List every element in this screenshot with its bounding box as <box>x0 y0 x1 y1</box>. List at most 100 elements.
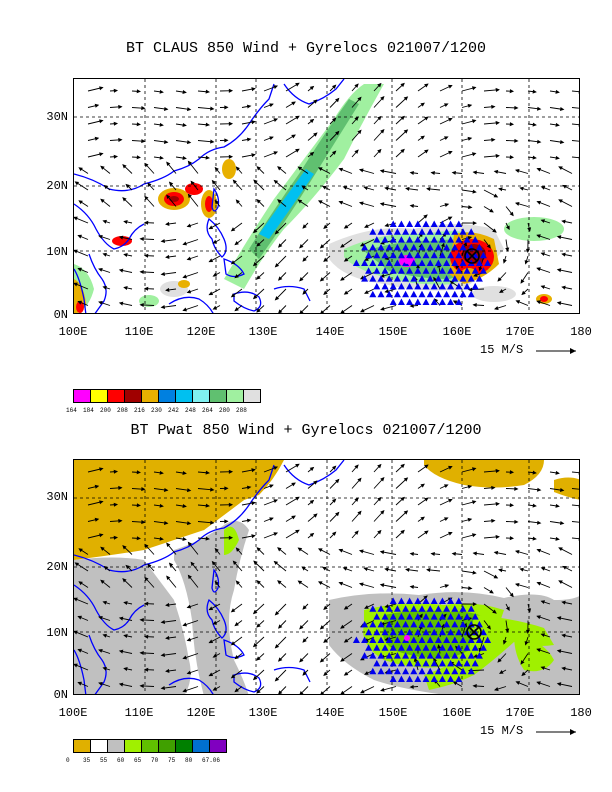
wind-arrowhead <box>136 122 142 127</box>
wind-arrowhead <box>514 486 519 491</box>
wind-arrowhead <box>256 580 261 585</box>
gyre-triangle <box>443 275 451 282</box>
wind-arrowhead <box>448 84 453 89</box>
gyre-triangle <box>451 290 459 298</box>
wind-arrowhead <box>467 236 473 240</box>
gyre-triangle <box>402 290 410 298</box>
wind-arrowhead <box>182 274 187 279</box>
wind-arrowhead <box>318 200 323 205</box>
wind-arrowhead <box>230 260 236 265</box>
wind-arrowhead <box>471 119 477 124</box>
wind-arrowhead <box>232 179 237 185</box>
wind-arrowhead <box>269 517 274 522</box>
legend-label: 280 <box>219 407 230 414</box>
gyre-triangle <box>389 251 397 259</box>
wind-arrowhead <box>113 469 119 474</box>
wind-arrowhead <box>468 586 473 591</box>
wind-arrowhead <box>295 496 300 501</box>
wind-arrowhead <box>524 641 529 646</box>
wind-arrowhead <box>536 167 542 172</box>
gyre-triangle <box>467 667 475 675</box>
wind-arrowhead <box>451 170 456 175</box>
wind-arrowhead <box>400 115 405 121</box>
wind-arrowhead <box>403 510 409 515</box>
wind-arrowhead <box>540 285 546 290</box>
gyre-triangle <box>422 220 430 227</box>
wind-arrowhead <box>186 521 192 526</box>
wind-arrowhead <box>205 536 211 541</box>
wind-arrowhead <box>430 551 435 556</box>
wind-arrowhead <box>540 600 546 605</box>
wind-arrowhead <box>471 86 477 91</box>
wind-arrowhead <box>540 219 546 224</box>
gyre-triangle <box>434 275 442 282</box>
gyre-triangle <box>463 659 471 667</box>
wind-arrowhead <box>423 214 428 219</box>
gyre-triangle <box>377 275 385 282</box>
wind-arrowhead <box>514 519 519 524</box>
gyre-triangle <box>381 282 389 290</box>
gyre-triangle <box>385 243 393 251</box>
wind-arrowhead <box>409 551 414 556</box>
wind-arrowhead <box>214 166 219 172</box>
wind-arrowhead <box>509 536 515 541</box>
gyre-triangle <box>397 236 405 243</box>
gyre-triangle <box>393 259 401 266</box>
gyre-triangle <box>455 267 463 274</box>
wind-arrowhead <box>77 648 82 653</box>
gyre-triangle <box>361 259 369 266</box>
gyre-triangle <box>430 298 438 305</box>
wind-arrowhead <box>555 122 560 127</box>
wind-arrowhead <box>98 615 103 620</box>
wind-arrowhead <box>364 224 369 228</box>
legend-label: 60 <box>117 757 125 764</box>
wind-arrowhead <box>471 467 477 472</box>
wind-arrowhead <box>342 566 348 571</box>
gyre-triangle <box>389 282 397 290</box>
wind-arrowhead <box>467 103 473 108</box>
wind-arrowhead <box>354 464 359 469</box>
wind-arrowhead <box>74 562 80 567</box>
gyre-triangle <box>484 636 492 643</box>
gyre-triangle <box>443 620 451 628</box>
wind-arrowhead <box>562 184 567 189</box>
panel2-lat-30n: 30N <box>46 490 68 504</box>
wind-arrowhead <box>448 150 453 155</box>
wind-arrowhead <box>159 155 164 160</box>
gyre-triangle <box>418 620 426 628</box>
wind-arrowhead <box>78 167 83 172</box>
wind-arrowhead <box>160 305 166 309</box>
gyre-triangle <box>451 259 459 266</box>
wind-arrowhead <box>251 501 256 506</box>
gyre-triangle <box>385 652 393 659</box>
wind-arrowhead <box>139 270 144 275</box>
wind-arrowhead <box>274 644 280 649</box>
wind-arrowhead <box>118 616 124 621</box>
wind-arrowhead <box>302 290 307 295</box>
wind-arrowhead <box>343 671 349 676</box>
gyre-triangle <box>410 275 418 282</box>
wind-arrowhead <box>98 648 103 653</box>
wind-vectors <box>74 82 579 313</box>
wind-arrowhead <box>273 179 279 185</box>
wind-arrowhead <box>98 234 103 239</box>
wind-arrowhead <box>253 179 258 184</box>
gyre-triangle <box>369 652 377 659</box>
gyre-triangle <box>397 282 405 290</box>
gyre-triangle <box>385 605 393 612</box>
wind-arrowhead <box>409 584 414 589</box>
gyre-triangle <box>426 228 434 235</box>
wind-arrowhead <box>94 484 100 489</box>
wind-arrowhead <box>118 518 123 523</box>
wind-arrowhead <box>363 567 368 572</box>
wind-arrowhead <box>364 671 369 675</box>
wind-arrowhead <box>186 256 192 261</box>
wind-arrowhead <box>578 536 579 541</box>
gyre-triangle <box>447 236 455 243</box>
wind-arrowhead <box>472 303 477 308</box>
gyre-triangle <box>414 282 422 290</box>
wind-arrowhead <box>123 252 128 257</box>
wind-arrowhead <box>187 193 192 199</box>
wind-arrowhead <box>448 465 453 470</box>
gyre-triangle <box>418 636 426 643</box>
